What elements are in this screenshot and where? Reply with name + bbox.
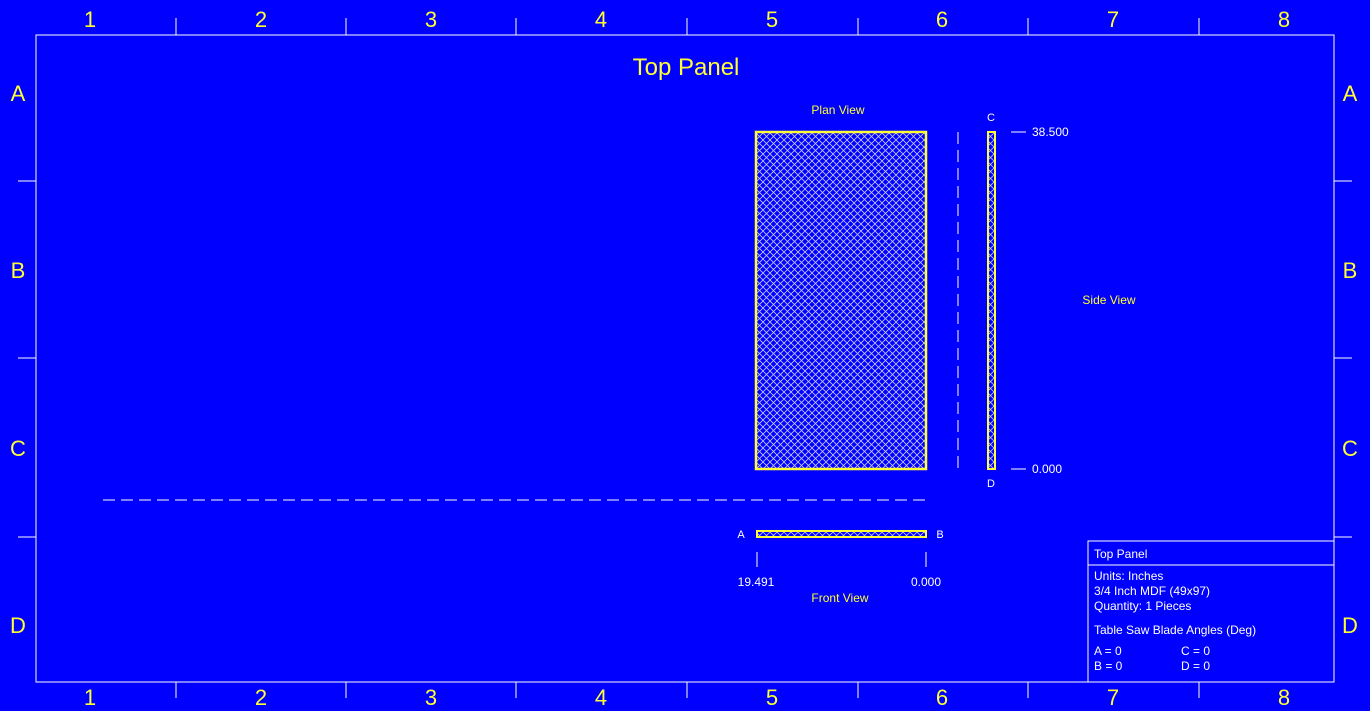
col-label-bottom-1: 1 [84, 685, 96, 710]
row-label-left-c: C [10, 436, 26, 461]
front-edge-b-label: B [936, 529, 943, 541]
side-edge-c-label: C [987, 112, 995, 124]
title-block-quantity: Quantity: 1 Pieces [1094, 599, 1191, 613]
col-label-top-3: 3 [425, 7, 437, 32]
front-edge-a-label: A [737, 529, 745, 541]
col-label-top-6: 6 [936, 7, 948, 32]
title-block: Top Panel Units: Inches 3/4 Inch MDF (49… [1087, 540, 1335, 683]
col-label-bottom-3: 3 [425, 685, 437, 710]
col-label-bottom-2: 2 [255, 685, 267, 710]
col-label-bottom-6: 6 [936, 685, 948, 710]
title-block-name: Top Panel [1094, 547, 1147, 561]
drawing-title: Top Panel [633, 54, 740, 81]
col-label-top-7: 7 [1107, 7, 1119, 32]
plan-view-label: Plan View [811, 103, 864, 117]
side-edge-d-label: D [987, 478, 995, 490]
row-label-right-c: C [1342, 436, 1358, 461]
col-label-top-2: 2 [255, 7, 267, 32]
col-label-top-4: 4 [595, 7, 607, 32]
col-label-top-5: 5 [766, 7, 778, 32]
front-view-label: Front View [811, 591, 868, 605]
angle-b: B = 0 [1094, 659, 1123, 673]
row-label-right-b: B [1343, 258, 1358, 283]
side-view-panel [987, 131, 996, 470]
dim-side-bottom: 0.000 [1032, 462, 1062, 476]
title-block-units: Units: Inches [1094, 569, 1163, 583]
col-label-bottom-4: 4 [595, 685, 607, 710]
angle-d: D = 0 [1181, 659, 1210, 673]
row-label-left-b: B [11, 258, 26, 283]
title-block-material: 3/4 Inch MDF (49x97) [1094, 584, 1210, 598]
dim-front-left: 19.491 [738, 575, 775, 589]
col-label-bottom-5: 5 [766, 685, 778, 710]
plan-view-panel [754, 130, 928, 471]
row-label-right-d: D [1342, 613, 1358, 638]
dim-side-top: 38.500 [1032, 125, 1069, 139]
angle-a: A = 0 [1094, 644, 1122, 658]
angle-c: C = 0 [1181, 644, 1210, 658]
zone-ticks [18, 18, 1352, 698]
col-label-bottom-8: 8 [1278, 685, 1290, 710]
dim-front-right: 0.000 [911, 575, 941, 589]
col-label-bottom-7: 7 [1107, 685, 1119, 710]
front-view-panel [756, 530, 927, 538]
side-view-label: Side View [1082, 293, 1135, 307]
col-label-top-1: 1 [84, 7, 96, 32]
row-label-left-d: D [10, 613, 26, 638]
row-label-right-a: A [1343, 81, 1358, 106]
row-label-left-a: A [11, 81, 26, 106]
col-label-top-8: 8 [1278, 7, 1290, 32]
title-block-angles-heading: Table Saw Blade Angles (Deg) [1094, 623, 1256, 637]
